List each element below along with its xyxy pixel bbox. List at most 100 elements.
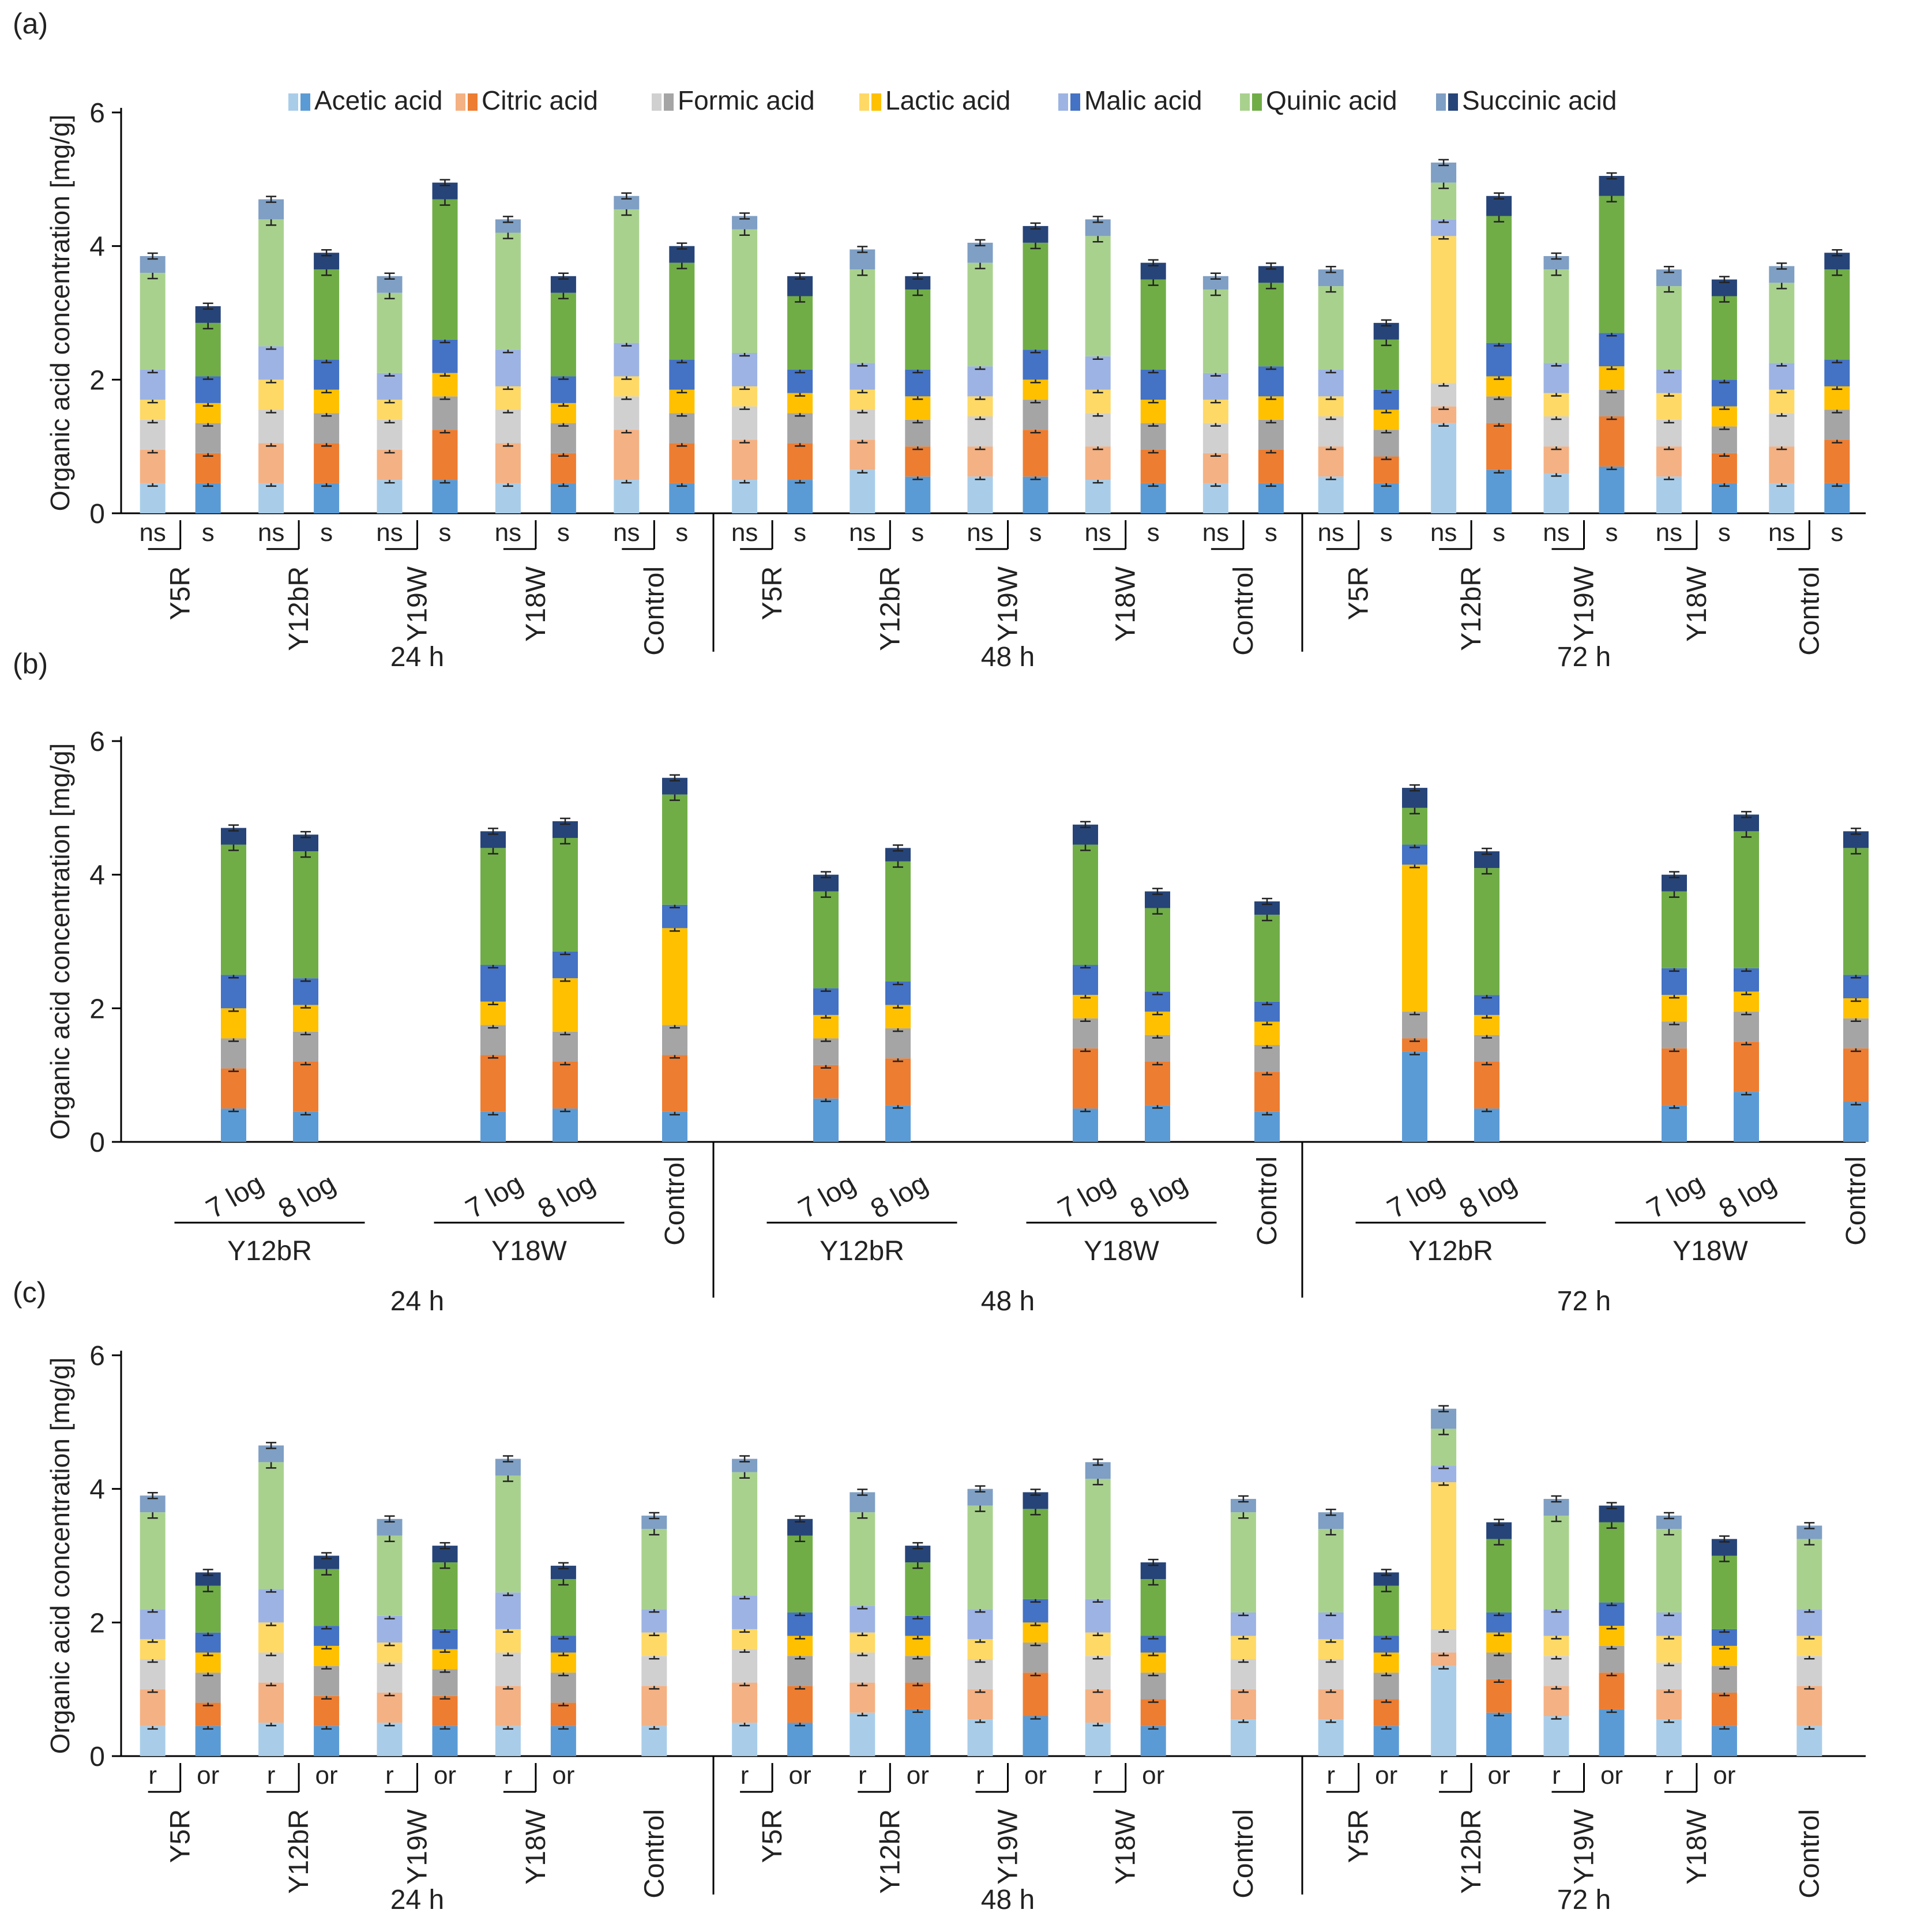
- bar-segment-acetic-acid: [495, 483, 521, 513]
- bar-segment-acetic-acid: [967, 476, 993, 513]
- bar-segment-acetic-acid: [140, 1726, 166, 1756]
- bar-segment-malic-acid: [1656, 1612, 1682, 1636]
- error-bar: [1148, 259, 1159, 266]
- bar-segment-quinic-acid: [377, 292, 403, 373]
- bar-segment-succinic-acid: [550, 1565, 576, 1580]
- strain-label: Y18W: [1682, 566, 1712, 641]
- bar-segment-lactic-acid: [1656, 1636, 1682, 1663]
- legend-swatch-dark-lactic-acid: [871, 93, 881, 111]
- error-bar: [1669, 871, 1679, 878]
- error-bar: [739, 212, 750, 220]
- bar-segment-quinic-acid: [1202, 289, 1228, 373]
- bar-segment-formic-acid: [432, 396, 458, 430]
- bar-label-r: r: [1093, 1761, 1102, 1790]
- bar-segment-lactic-acid: [553, 978, 578, 1032]
- bar-segment-formic-acid: [1843, 1018, 1869, 1048]
- bar-segment-quinic-acid: [885, 861, 911, 982]
- bar-segment-citric-acid: [885, 1058, 911, 1106]
- bar-pair-bracket: [148, 520, 182, 550]
- bar-segment-lactic-acid: [885, 1005, 911, 1029]
- error-bar: [1494, 192, 1505, 200]
- error-bar: [1832, 249, 1843, 257]
- bar-segment-acetic-acid: [140, 483, 166, 513]
- bar-segment-acetic-acid: [1656, 476, 1682, 513]
- bar-segment-formic-acid: [1373, 430, 1399, 457]
- error-bar: [1851, 828, 1861, 835]
- bar-segment-citric-acid: [1656, 1689, 1682, 1720]
- bar-segment-formic-acid: [787, 413, 813, 443]
- error-bar: [439, 1542, 450, 1550]
- error-bar: [488, 828, 498, 835]
- bar-segment-acetic-acid: [732, 480, 758, 513]
- bar-segment-citric-acid: [432, 430, 458, 480]
- bar-segment-citric-acid: [1843, 1048, 1869, 1102]
- bar-segment-citric-acid: [787, 1686, 813, 1723]
- bar-segment-malic-acid: [614, 343, 640, 377]
- strain-label: Y5R: [166, 1809, 196, 1863]
- bar-segment-formic-acid: [553, 1031, 578, 1062]
- bar-label-s: s: [1606, 518, 1618, 547]
- bar-segment-citric-acid: [495, 1686, 521, 1726]
- bar-segment-malic-acid: [787, 1612, 813, 1636]
- bar-segment-quinic-acid: [480, 848, 506, 965]
- bar-segment-malic-acid: [967, 1609, 993, 1640]
- bar-label-ns: ns: [495, 518, 521, 547]
- bar-label-ns: ns: [1768, 518, 1795, 547]
- bar-label-r: r: [148, 1761, 157, 1790]
- panel-label: (c): [13, 1276, 46, 1309]
- bar-segment-quinic-acid: [1711, 1555, 1737, 1629]
- bar-pair-bracket: [266, 1763, 300, 1793]
- bar-segment-malic-acid: [377, 373, 403, 400]
- bar-segment-formic-acid: [813, 1038, 839, 1065]
- error-bar: [912, 272, 923, 280]
- bar-pair-bracket: [1439, 1763, 1472, 1793]
- legend-swatch-light-quinic-acid: [1240, 93, 1250, 111]
- bar-segment-formic-acid: [1402, 1012, 1427, 1039]
- bar-segment-citric-acid: [140, 449, 166, 483]
- bar-segment-acetic-acid: [480, 1111, 506, 1142]
- bar-segment-acetic-acid: [1824, 483, 1850, 513]
- y-tick-label: 2: [89, 365, 105, 396]
- bar-segment-acetic-acid: [885, 1105, 911, 1142]
- bar-segment-malic-acid: [905, 369, 931, 397]
- dose-label: 7 log: [1382, 1168, 1450, 1225]
- strain-label: Y18W: [1682, 1809, 1712, 1884]
- bar-segment-citric-acid: [1402, 1038, 1427, 1052]
- bar-segment-malic-acid: [1073, 965, 1098, 995]
- control-label: Control: [660, 1156, 690, 1246]
- bar-segment-citric-acid: [1373, 1699, 1399, 1726]
- bar-segment-acetic-acid: [1258, 483, 1284, 513]
- bar-segment-quinic-acid: [641, 1529, 667, 1610]
- strain-label: Y18W: [491, 1236, 567, 1266]
- bar-segment-citric-acid: [1140, 449, 1166, 483]
- bar-label-s: s: [202, 518, 215, 547]
- dose-label: 8 log: [533, 1168, 600, 1225]
- bar-segment-citric-acid: [1486, 1679, 1512, 1713]
- y-tick-label: 6: [89, 98, 105, 129]
- bar-segment-citric-acid: [495, 443, 521, 483]
- bar-segment-citric-acid: [967, 1689, 993, 1720]
- bar-segment-quinic-acid: [377, 1535, 403, 1616]
- bar-segment-citric-acid: [1318, 446, 1344, 477]
- error-bar: [1438, 159, 1449, 167]
- bar-segment-formic-acid: [1711, 426, 1737, 453]
- bar-segment-formic-acid: [258, 409, 284, 443]
- error-bar: [1092, 1459, 1103, 1466]
- bar-segment-acetic-acid: [1373, 1726, 1399, 1756]
- error-bar: [1551, 252, 1562, 260]
- y-tick-label: 2: [89, 1608, 105, 1638]
- bar-segment-acetic-acid: [553, 1108, 578, 1142]
- bar-segment-formic-acid: [1318, 416, 1344, 447]
- error-bar: [1482, 847, 1492, 855]
- bar-segment-formic-acid: [221, 1038, 246, 1069]
- bar-segment-lactic-acid: [1145, 1012, 1170, 1035]
- bar-segment-acetic-acid: [1599, 1709, 1625, 1756]
- bar-segment-quinic-acid: [140, 1512, 166, 1610]
- bar-label-ns: ns: [1656, 518, 1682, 547]
- bar-segment-acetic-acid: [1318, 1719, 1344, 1756]
- bar-label-r: r: [267, 1761, 276, 1790]
- bar-segment-formic-acid: [614, 396, 640, 430]
- bar-segment-lactic-acid: [480, 1001, 506, 1025]
- bar-segment-malic-acid: [1085, 1599, 1111, 1633]
- error-bar: [621, 192, 632, 200]
